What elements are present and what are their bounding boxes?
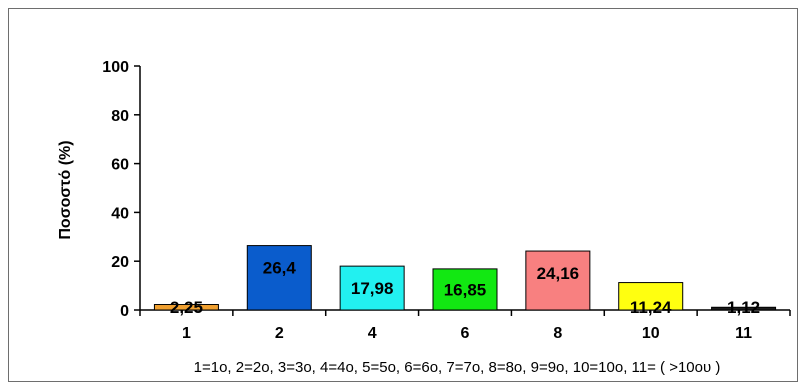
y-axis: 0 20 40 60 80 100 <box>102 59 141 320</box>
data-label: 11,24 <box>630 298 672 317</box>
x-axis: 1 2 4 6 8 10 11 <box>139 309 791 342</box>
data-label: 1,12 <box>727 298 760 317</box>
data-label: 17,98 <box>351 279 394 298</box>
data-label: 2,25 <box>170 298 203 317</box>
x-tick-label: 11 <box>735 325 752 342</box>
x-tick-label: 6 <box>461 325 470 342</box>
data-label: 16,85 <box>444 280 487 299</box>
y-axis-title: Ποσοστό (%) <box>57 140 74 239</box>
data-label: 26,4 <box>263 259 297 278</box>
x-tick-label: 1 <box>182 325 191 342</box>
y-tick-label: 100 <box>102 59 129 76</box>
bars <box>153 245 777 311</box>
bar-2 <box>246 245 312 311</box>
x-tick-label: 10 <box>642 325 660 342</box>
category-legend-note: 1=1ο, 2=2ο, 3=3ο, 4=4ο, 5=5ο, 6=6ο, 7=7ο… <box>194 359 721 376</box>
bar-11 <box>711 306 777 311</box>
bar-4 <box>339 265 405 311</box>
y-tick-label: 80 <box>111 108 129 125</box>
y-tick-label: 40 <box>111 205 129 222</box>
x-tick-label: 2 <box>275 325 284 342</box>
data-label: 24,16 <box>537 264 580 283</box>
x-tick-label: 8 <box>553 325 562 342</box>
bar-8 <box>525 250 591 311</box>
bar-6 <box>432 268 498 311</box>
y-tick-label: 60 <box>111 157 129 174</box>
bar-1 <box>153 304 219 311</box>
bar-10 <box>618 282 684 311</box>
y-tick-label: 20 <box>111 254 129 271</box>
x-tick-label: 4 <box>368 325 377 342</box>
y-tick-label: 0 <box>120 303 129 320</box>
data-labels: 2,25 26,4 17,98 16,85 24,16 11,24 1,12 <box>170 259 760 317</box>
